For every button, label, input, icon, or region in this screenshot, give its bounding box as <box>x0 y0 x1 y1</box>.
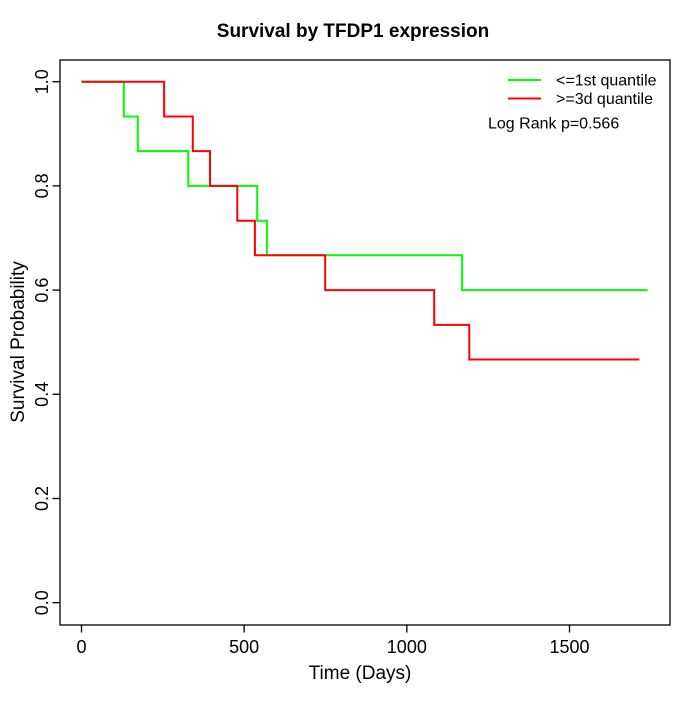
x-tick-label: 0 <box>76 637 86 657</box>
legend-label-third-quantile: >=3d quantile <box>556 91 653 108</box>
x-tick-label: 1000 <box>387 637 427 657</box>
logrank-annotation: Log Rank p=0.566 <box>488 116 619 133</box>
x-axis-ticks: 0 500 1000 1500 <box>76 625 590 657</box>
km-curve-red <box>81 80 640 361</box>
legend-label-first-quantile: <=1st quantile <box>556 73 657 90</box>
y-axis-ticks: 1.0 0.8 0.6 0.4 0.2 0.0 <box>32 69 60 615</box>
y-tick-label: 0.2 <box>32 486 52 511</box>
x-tick-label: 500 <box>229 637 259 657</box>
y-axis-label: Survival Probability <box>8 261 29 423</box>
y-tick-label: 0.8 <box>32 173 52 198</box>
x-axis-label: Time (Days) <box>309 663 412 684</box>
y-tick-label: 0.4 <box>32 382 52 407</box>
y-tick-label: 1.0 <box>32 69 52 94</box>
plot-box <box>59 59 671 626</box>
y-tick-label: 0.6 <box>32 278 52 303</box>
chart-title: Survival by TFDP1 expression <box>217 21 489 42</box>
legend: <=1st quantile >=3d quantile Log Rank p=… <box>488 73 657 133</box>
km-curve-green <box>81 80 648 292</box>
y-tick-label: 0.0 <box>32 590 52 615</box>
km-curves <box>81 80 648 361</box>
x-tick-label: 1500 <box>549 637 589 657</box>
